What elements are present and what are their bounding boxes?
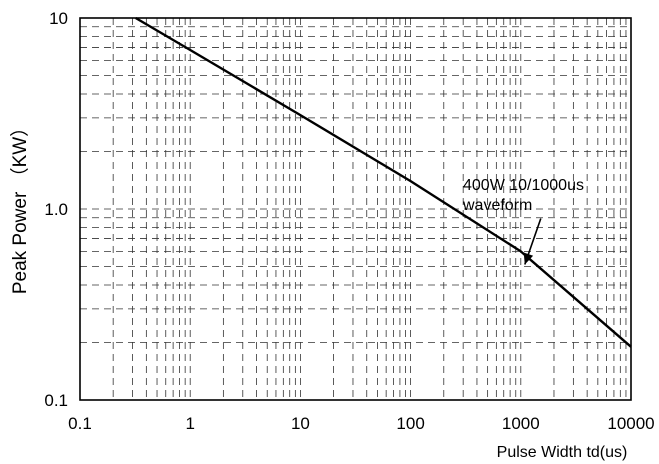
x-tick-label: 10000 — [607, 414, 654, 433]
annotation-line-1: 400W 10/1000us — [463, 177, 584, 194]
x-tick-label: 1000 — [502, 414, 540, 433]
x-tick-label: 100 — [396, 414, 424, 433]
annotation-line-2: waveform — [462, 197, 532, 214]
x-tick-label: 0.1 — [68, 414, 92, 433]
series-layer — [135, 16, 632, 348]
y-tick-label: 1.0 — [44, 200, 68, 219]
tick-labels: 0.1 1 10 100 1000 10000 0.1 1.0 10 — [44, 9, 654, 433]
plot-frame — [79, 17, 632, 401]
annotation: 400W 10/1000us waveform — [462, 177, 584, 265]
series-line — [135, 16, 632, 348]
x-tick-label: 10 — [291, 414, 310, 433]
y-tick-label: 0.1 — [44, 391, 68, 410]
grid-lines — [80, 18, 631, 400]
annotation-arrowhead — [523, 252, 534, 265]
x-axis-label: Pulse Width td(us) — [497, 444, 628, 461]
y-tick-label: 10 — [49, 9, 68, 28]
y-axis-label: Peak Power （KW） — [9, 118, 31, 294]
x-tick-label: 1 — [185, 414, 194, 433]
